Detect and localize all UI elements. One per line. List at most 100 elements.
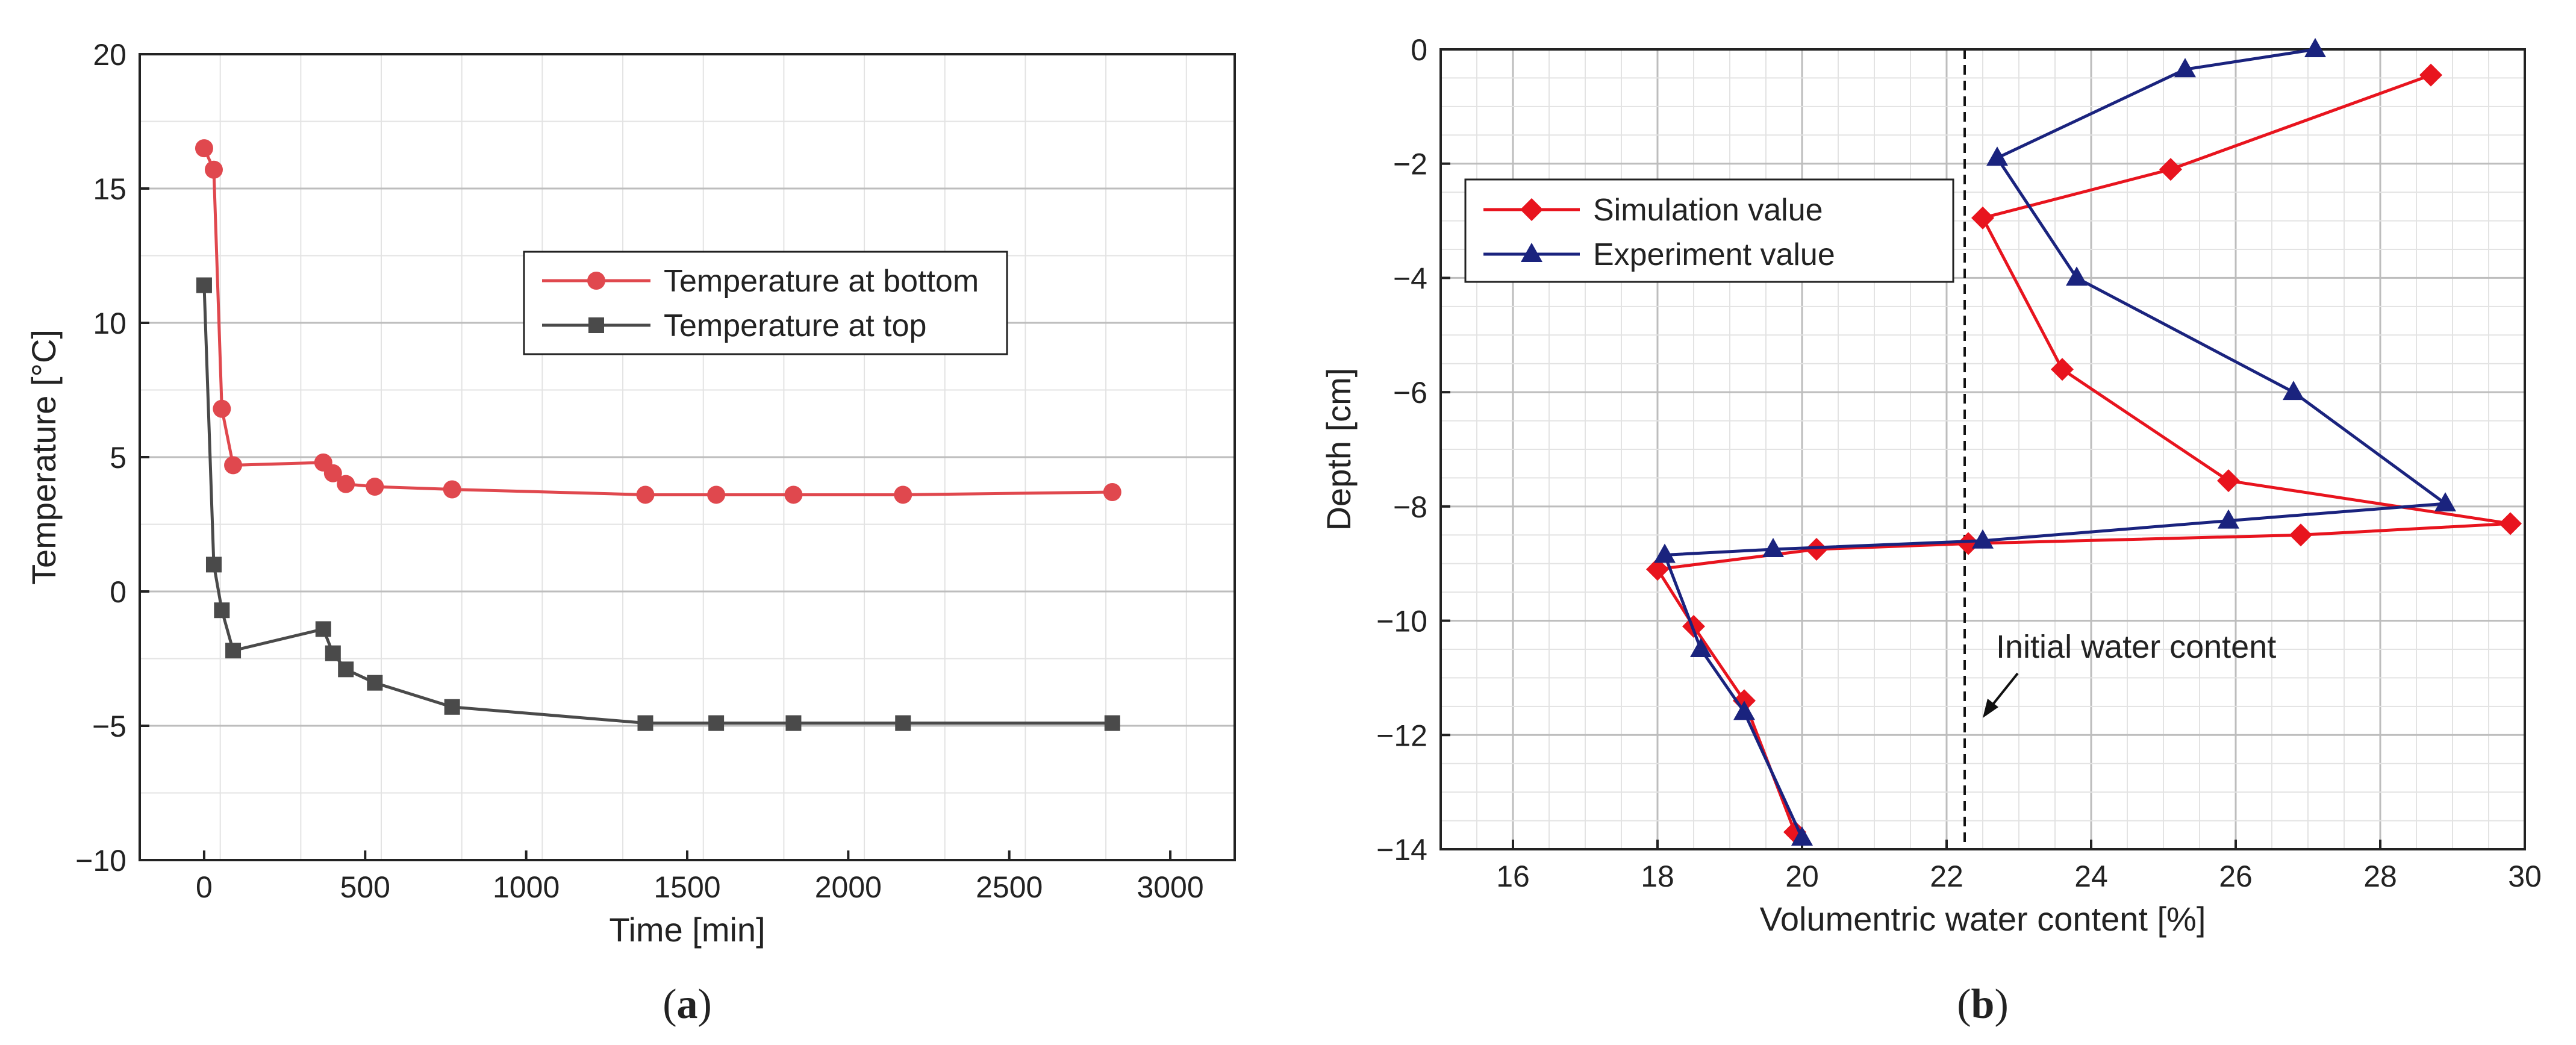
x-tick-label: 16	[1496, 859, 1530, 893]
chart-b-ticks: 16 18 20 22 24 26 28 30 0 −2 −4 −6 −8 −10 −12 −14	[1376, 33, 2542, 893]
annotation-arrow-icon	[1983, 672, 2019, 718]
data-point	[444, 699, 460, 715]
data-point	[196, 277, 212, 293]
chart-a-caption-letter: a	[677, 981, 698, 1028]
data-point	[1957, 532, 1980, 555]
x-tick-label: 500	[340, 870, 390, 904]
chart-b-y-axis-label: Depth [cm]	[1320, 368, 1358, 531]
series-temperature-at-top	[196, 277, 1120, 731]
data-point	[2066, 266, 2088, 286]
legend-entry-label: Simulation value	[1593, 193, 1823, 228]
chart-panel-b: 16 18 20 22 24 26 28 30 0 −2 −4 −6 −8 −10 −12 −14 Volum…	[1320, 33, 2542, 1028]
legend-box	[523, 251, 1008, 355]
data-point	[337, 475, 355, 493]
data-point	[325, 645, 341, 661]
data-point	[1805, 538, 1828, 561]
legend-box	[1464, 178, 1954, 283]
legend-marker	[1521, 243, 1542, 262]
x-tick-label: 30	[2508, 859, 2542, 893]
x-tick-label: 1000	[493, 870, 560, 904]
data-point	[708, 715, 725, 731]
chart-b-caption-letter: b	[1971, 981, 1995, 1028]
legend-marker	[1520, 198, 1543, 221]
data-point	[1972, 529, 1994, 549]
data-point	[2289, 523, 2312, 547]
data-point	[204, 160, 223, 179]
x-tick-label: 2000	[815, 870, 882, 904]
data-point	[213, 399, 231, 418]
y-tick-label: 20	[93, 38, 126, 72]
data-point	[895, 715, 911, 731]
chart-b-caption: (b)	[1957, 981, 2009, 1028]
chart-b-x-axis-label: Volumentric water content [%]	[1760, 900, 2206, 938]
series-temperature-at-bottom	[195, 139, 1121, 504]
legend-entry-label: Temperature at top	[664, 308, 926, 343]
data-point	[2174, 58, 2196, 78]
series-line	[202, 148, 1112, 496]
data-point	[636, 485, 655, 504]
data-point	[1762, 538, 1784, 557]
x-tick-label: 2500	[976, 870, 1043, 904]
initial-water-content-annotation: Initial water content	[1996, 629, 2276, 665]
data-point	[1646, 558, 1669, 581]
y-tick-label: −14	[1376, 833, 1427, 867]
x-tick-label: 3000	[1137, 870, 1203, 904]
data-point	[785, 715, 802, 731]
x-tick-label: 22	[1930, 859, 1963, 893]
y-tick-label: −10	[1376, 605, 1427, 638]
x-tick-label: 1500	[653, 870, 720, 904]
data-point	[323, 464, 342, 482]
data-point	[214, 602, 230, 619]
chart-panel-a: 0 500 1000 1500 2000 2500 3000 −10 −5 0 5 10 15 20 Ti…	[25, 38, 1236, 1028]
data-point	[637, 715, 653, 731]
data-point	[784, 485, 803, 504]
data-point	[1986, 146, 2008, 166]
chart-a-caption: (a)	[663, 981, 712, 1028]
legend-entry-label: Temperature at bottom	[664, 264, 979, 299]
y-tick-label: 15	[93, 172, 126, 206]
data-point	[195, 139, 213, 158]
data-point	[2419, 63, 2442, 87]
legend-entry-label: Experiment value	[1593, 237, 1835, 272]
chart-a-legend: Temperature at bottom Temperature at top	[523, 251, 1008, 355]
y-tick-label: −6	[1393, 376, 1427, 410]
data-point	[1791, 826, 1813, 846]
chart-b-legend: Simulation value Experiment value	[1464, 178, 1954, 283]
x-tick-label: 24	[2074, 859, 2108, 893]
y-tick-label: −8	[1393, 490, 1427, 524]
data-point	[1104, 715, 1120, 731]
data-point	[2159, 158, 2182, 181]
legend-marker	[587, 272, 605, 290]
x-tick-label: 0	[196, 870, 213, 904]
data-point	[1690, 638, 1712, 657]
data-point	[366, 478, 384, 496]
data-point	[205, 557, 222, 573]
y-tick-label: −2	[1393, 148, 1427, 181]
data-point	[1971, 206, 1994, 229]
y-tick-label: −4	[1393, 261, 1427, 295]
data-point	[2218, 509, 2239, 529]
chart-a-grid	[140, 54, 1235, 860]
y-tick-label: 0	[1411, 33, 1427, 67]
data-point	[315, 621, 331, 637]
chart-a-x-axis-label: Time [min]	[609, 911, 765, 949]
data-point	[2434, 492, 2456, 512]
data-point	[2051, 358, 2074, 381]
series-experiment-value	[1654, 38, 2456, 846]
data-point	[225, 643, 242, 659]
chart-b-plot-frame	[1439, 48, 2526, 850]
chart-b-grid	[1441, 49, 2525, 849]
chart-a-series	[195, 139, 1121, 731]
y-tick-label: −10	[75, 844, 126, 878]
data-point	[443, 480, 461, 499]
y-tick-label: 10	[93, 307, 126, 340]
x-tick-label: 26	[2219, 859, 2253, 893]
x-tick-label: 20	[1785, 859, 1819, 893]
data-point	[367, 675, 383, 691]
y-tick-label: −5	[92, 710, 126, 743]
data-point	[224, 456, 243, 475]
data-point	[1654, 543, 1676, 563]
y-tick-label: 5	[110, 441, 126, 475]
chart-a-y-axis-label: Temperature [°C]	[25, 329, 63, 585]
data-point	[2217, 469, 2240, 493]
